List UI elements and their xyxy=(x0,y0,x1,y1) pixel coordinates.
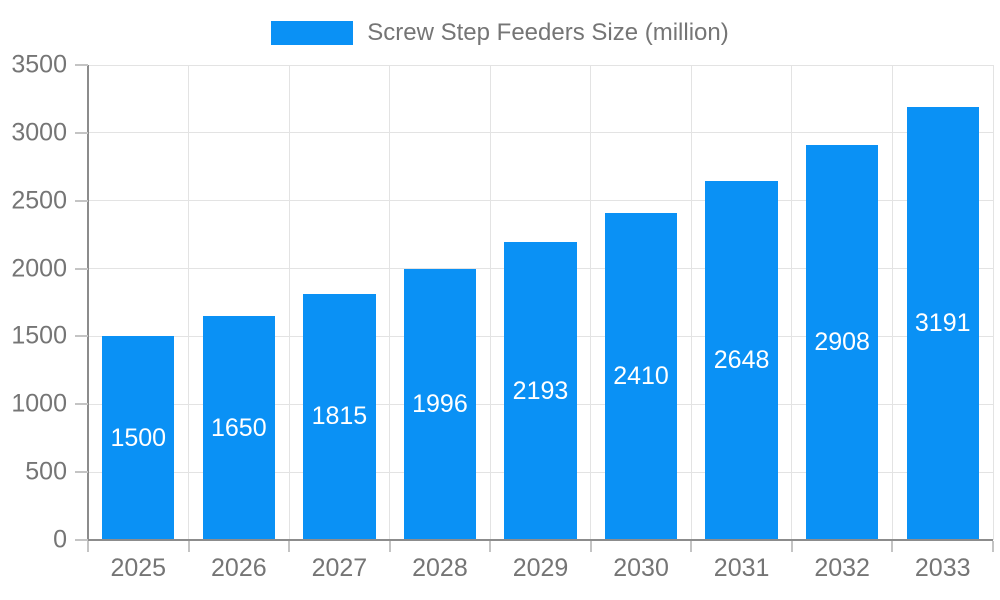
x-tick-mark xyxy=(589,541,592,552)
bar: 2410 xyxy=(604,212,678,540)
gridline-vertical xyxy=(489,65,491,540)
x-tick-mark xyxy=(288,541,291,552)
bar: 1500 xyxy=(102,336,175,540)
bar: 1815 xyxy=(303,293,376,540)
y-tick-label: 3000 xyxy=(11,118,67,147)
x-tick-label: 2032 xyxy=(814,554,870,582)
y-tick-mark xyxy=(75,199,88,202)
y-tick-label: 3500 xyxy=(11,50,67,79)
x-tick-label: 2028 xyxy=(412,554,468,582)
x-tick-label: 2026 xyxy=(211,554,267,582)
bar-value-label: 1650 xyxy=(211,413,267,442)
y-tick-mark xyxy=(75,471,88,474)
plot-area: 1500 1650 1815 1996 2193 2410 2648 2908 3191 xyxy=(88,64,994,540)
gridline-horizontal xyxy=(88,64,993,66)
bar-value-label: 1815 xyxy=(311,402,368,431)
y-tick-label: 0 xyxy=(53,525,67,554)
bar-value-label: 2648 xyxy=(713,345,770,374)
bar-value-label: 2908 xyxy=(814,328,870,357)
bar: 3191 xyxy=(906,106,979,540)
x-tick-mark xyxy=(891,541,894,552)
gridline-vertical xyxy=(690,65,692,540)
x-tick-mark xyxy=(187,541,190,552)
y-axis-line xyxy=(87,65,89,541)
x-tick-mark xyxy=(489,541,492,552)
bar-value-label: 1996 xyxy=(412,390,468,419)
bar-value-label: 2410 xyxy=(613,361,669,390)
gridline-vertical xyxy=(891,65,893,540)
y-tick-mark xyxy=(75,539,88,541)
bar-value-label: 3191 xyxy=(914,308,971,337)
x-tick-label: 2033 xyxy=(914,554,971,582)
x-tick-mark xyxy=(992,541,994,552)
bar: 1996 xyxy=(403,269,477,540)
bar: 2193 xyxy=(504,242,577,540)
x-tick-label: 2031 xyxy=(713,554,770,582)
gridline-vertical xyxy=(389,65,391,540)
y-tick-label: 1500 xyxy=(11,321,67,350)
y-tick-label: 2500 xyxy=(11,186,67,215)
y-tick-mark xyxy=(75,335,88,338)
y-tick-mark xyxy=(75,267,88,270)
x-tick-label: 2025 xyxy=(110,554,167,582)
bar-value-label: 2193 xyxy=(512,376,569,405)
gridline-horizontal xyxy=(88,132,993,134)
gridline-vertical xyxy=(188,65,190,540)
x-tick-label: 2027 xyxy=(311,554,368,582)
bar: 1650 xyxy=(202,316,276,540)
x-tick-mark xyxy=(690,541,693,552)
y-tick-label: 500 xyxy=(25,457,67,486)
x-tick-label: 2030 xyxy=(613,554,669,582)
gridline-vertical xyxy=(992,65,994,540)
x-tick-label: 2029 xyxy=(512,554,569,582)
gridline-vertical xyxy=(288,65,290,540)
y-tick-mark xyxy=(75,64,88,66)
bar: 2908 xyxy=(805,145,879,540)
x-tick-mark xyxy=(87,541,89,552)
bar: 2648 xyxy=(705,180,778,540)
legend-swatch xyxy=(271,21,354,45)
legend-label: Screw Step Feeders Size (million) xyxy=(367,19,729,46)
x-tick-mark xyxy=(790,541,793,552)
y-tick-mark xyxy=(75,403,88,406)
gridline-vertical xyxy=(791,65,793,540)
x-tick-mark xyxy=(388,541,391,552)
y-tick-label: 2000 xyxy=(11,254,67,283)
y-tick-label: 1000 xyxy=(11,389,67,418)
legend-item[interactable]: Screw Step Feeders Size (million) xyxy=(0,18,1000,48)
x-axis-line xyxy=(87,539,993,541)
bar-value-label: 1500 xyxy=(110,423,167,452)
gridline-vertical xyxy=(590,65,592,540)
y-tick-mark xyxy=(75,131,88,134)
gridline-horizontal xyxy=(88,200,993,202)
